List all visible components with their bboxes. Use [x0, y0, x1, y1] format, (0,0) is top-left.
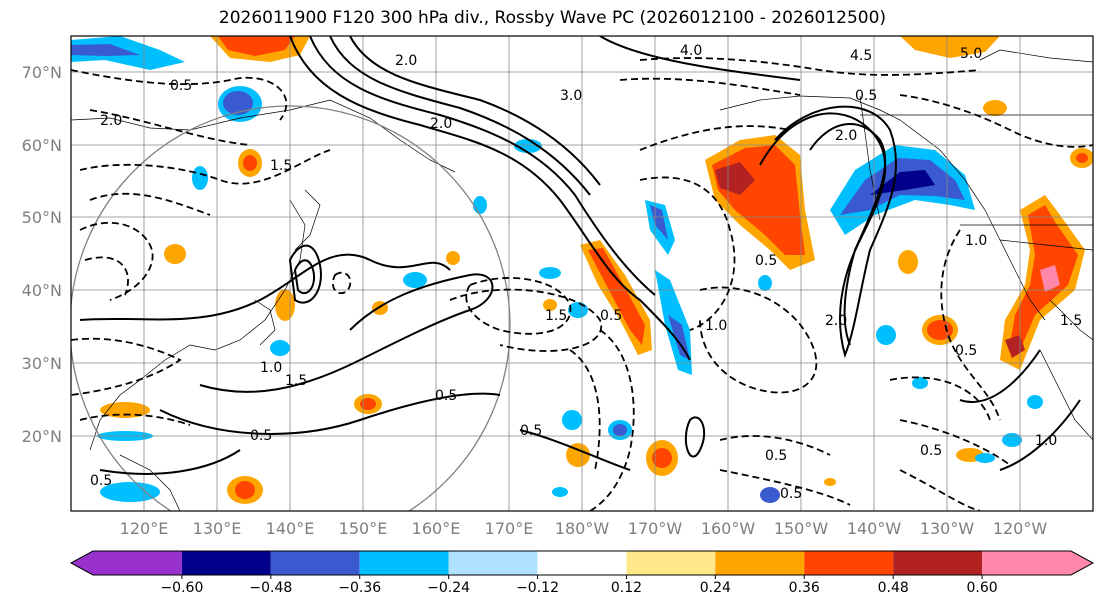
colorbar-segment — [359, 551, 449, 575]
colorbar-segment — [270, 551, 360, 575]
colorbar-tick-label: 0.24 — [700, 580, 731, 596]
colorbar-tick-label: −0.12 — [516, 580, 559, 596]
colorbar-segment — [982, 551, 1071, 575]
contour-label: 2.0 — [100, 113, 122, 129]
colorbar-segment — [893, 551, 983, 575]
lon-label: 170°E — [485, 519, 534, 538]
lon-label: 160°W — [701, 519, 756, 538]
lon-label: 130°E — [193, 519, 242, 538]
solid-contours — [79, 36, 1081, 475]
colorbar-tick-label: 0.36 — [789, 580, 820, 596]
contour-label: 5.0 — [960, 46, 982, 62]
colorbar-segment — [537, 551, 627, 575]
lat-label: 20°N — [22, 427, 62, 446]
colorbar-tick-label: −0.36 — [338, 580, 381, 596]
lon-label: 120°E — [120, 519, 169, 538]
colorbar-segment — [93, 551, 182, 575]
region-circle — [71, 105, 511, 511]
lat-label: 50°N — [22, 208, 62, 227]
contour-label: 1.5 — [545, 308, 567, 324]
colorbar-outline — [69, 550, 1095, 576]
lon-label: 150°W — [774, 519, 829, 538]
contour-label: 0.5 — [435, 388, 457, 404]
lat-label: 60°N — [22, 136, 62, 155]
contour-label: 4.0 — [680, 43, 702, 59]
lon-label: 160°E — [412, 519, 461, 538]
contour-label: 1.0 — [1035, 433, 1057, 449]
contour-label: 2.0 — [835, 128, 857, 144]
contour-label: 4.5 — [850, 48, 872, 64]
colorbar-segment — [804, 551, 894, 575]
colorbar-segment — [181, 551, 271, 575]
contour-label: 1.0 — [705, 318, 727, 334]
contour-label: 1.5 — [285, 373, 307, 389]
contour-label: 0.5 — [170, 78, 192, 94]
colorbar: −0.60 −0.48 −0.36 −0.24 −0.12 0.12 0.24 0.36 0.4… — [69, 550, 1095, 596]
colorbar-segment — [715, 551, 805, 575]
lon-label: 120°W — [993, 519, 1048, 538]
contour-label: 0.5 — [755, 253, 777, 269]
colorbar-segment — [626, 551, 716, 575]
colorbar-tick-label: −0.48 — [249, 580, 292, 596]
dashed-contours — [71, 57, 1093, 511]
colorbar-tick-label: 0.48 — [878, 580, 909, 596]
contour-label: 0.5 — [855, 88, 877, 104]
contour-label: 0.5 — [90, 473, 112, 489]
contour-label: 0.5 — [780, 486, 802, 502]
colorbar-extend-low — [71, 551, 93, 575]
colorbar-tick-label: 0.60 — [967, 580, 998, 596]
contour-label: 2.0 — [395, 53, 417, 69]
contour-label: 3.0 — [560, 88, 582, 104]
map-title: 2026011900 F120 300 hPa div., Rossby Wav… — [218, 8, 887, 28]
lon-label: 140°E — [266, 519, 315, 538]
lat-label: 30°N — [22, 354, 62, 373]
contour-label: 0.5 — [600, 308, 622, 324]
divergence-shading — [71, 36, 1093, 504]
colorbar-tick-label: −0.60 — [160, 580, 203, 596]
colorbar-segment — [448, 551, 538, 575]
contour-label: 0.5 — [765, 448, 787, 464]
map-gridlines — [71, 36, 1093, 511]
contour-label: 0.5 — [250, 428, 272, 444]
contour-label: 0.5 — [520, 423, 542, 439]
lat-label: 70°N — [22, 63, 62, 82]
contour-label: 1.0 — [260, 360, 282, 376]
contour-label: 1.5 — [1060, 313, 1082, 329]
colorbar-tick-label: −0.24 — [427, 580, 470, 596]
map-frame — [70, 35, 1094, 512]
contour-label: 2.0 — [825, 313, 847, 329]
colorbar-tick-label: 0.12 — [611, 580, 642, 596]
contour-label: 1.5 — [270, 158, 292, 174]
contour-label: 0.5 — [920, 443, 942, 459]
lon-label: 170°W — [628, 519, 683, 538]
latitude-labels: 70°N 60°N 50°N 40°N 30°N 20°N — [22, 63, 62, 446]
contour-label: 2.0 — [430, 116, 452, 132]
longitude-labels: 120°E 130°E 140°E 150°E 160°E 170°E 180°… — [120, 519, 1048, 538]
contour-label: 0.5 — [955, 343, 977, 359]
lon-label: 130°W — [920, 519, 975, 538]
lat-label: 40°N — [22, 281, 62, 300]
lon-label: 180°W — [555, 519, 610, 538]
contour-label: 1.0 — [965, 233, 987, 249]
lon-label: 150°E — [339, 519, 388, 538]
colorbar-extend-high — [1071, 551, 1093, 575]
contour-labels: 4.0 4.5 5.0 3.0 2.0 2.0 0.5 1.5 2.0 0.5 … — [90, 43, 1082, 502]
lon-label: 140°W — [847, 519, 902, 538]
